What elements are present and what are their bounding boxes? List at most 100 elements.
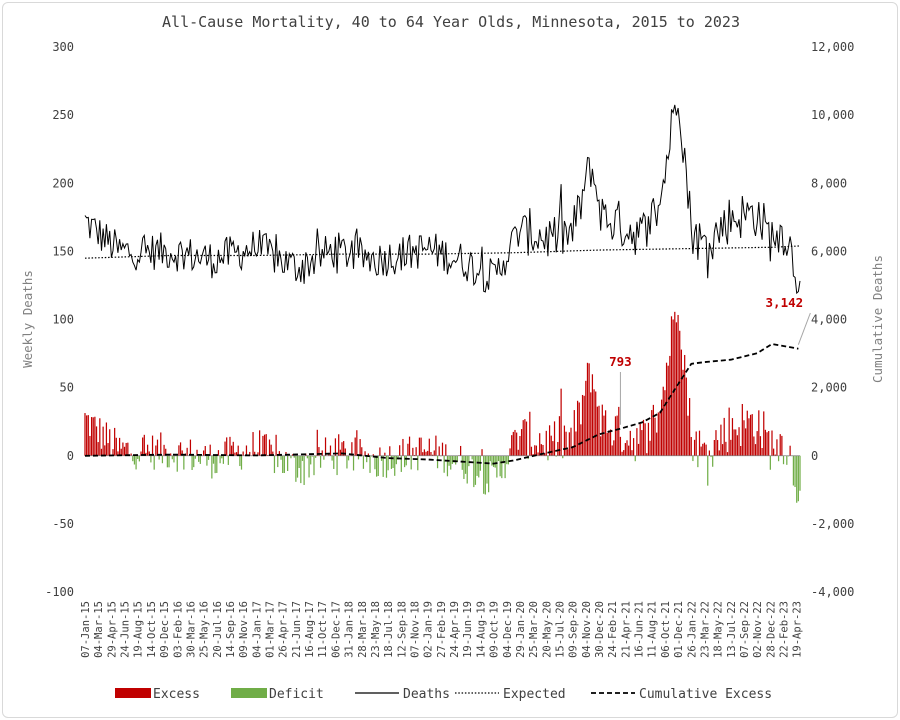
deficit-bar [504, 455, 506, 479]
excess-bar [632, 438, 635, 456]
deficit-bar [375, 455, 378, 477]
excess-bar [445, 444, 447, 456]
excess-bar [578, 402, 580, 456]
excess-bar [548, 425, 551, 456]
excess-bar [684, 354, 686, 456]
y-left-tick-label: 0 [67, 449, 74, 463]
excess-bar [262, 435, 264, 456]
legend-item: Cumulative Excess [591, 687, 772, 702]
x-tick-label: 20-Jul-16 [212, 601, 224, 658]
deficit-bar [301, 455, 304, 461]
excess-bar [263, 434, 266, 456]
excess-bar [343, 441, 345, 456]
excess-bar [764, 429, 767, 456]
deficit-bar [300, 455, 302, 484]
excess-bar [226, 437, 228, 456]
deficit-bar [786, 455, 788, 465]
excess-bar [675, 322, 678, 456]
deficit-bar [319, 455, 322, 468]
excess-bar [738, 427, 740, 456]
excess-bar [514, 429, 516, 456]
deficit-bar [138, 455, 140, 462]
excess-bar [265, 434, 267, 456]
excess-bar [621, 451, 623, 456]
excess-bar [639, 423, 641, 456]
excess-bar [641, 430, 643, 456]
deficit-bar [135, 455, 137, 470]
excess-bar [517, 449, 519, 456]
deficit-bar [547, 455, 549, 461]
deficit-bar [219, 455, 221, 464]
deficit-bar [769, 455, 771, 470]
excess-bar [565, 431, 567, 456]
excess-bar [748, 418, 750, 456]
deficit-bar [150, 455, 152, 463]
excess-bar [766, 432, 768, 456]
legend-label: Excess [153, 687, 200, 702]
deficit-bar [486, 455, 488, 484]
excess-bar [614, 416, 617, 456]
excess-bar [107, 443, 109, 456]
excess-bar [768, 431, 770, 456]
x-tick-label: 15-Jul-20 [555, 601, 567, 658]
x-tick-label: 19-Aug-15 [133, 601, 145, 658]
excess-bar [127, 442, 129, 456]
deficit-bar [403, 455, 406, 468]
excess-bar [94, 416, 96, 456]
deficit-bar [176, 455, 178, 472]
excess-bar [399, 445, 401, 456]
deficit-bar [347, 455, 350, 461]
excess-bar [122, 442, 124, 456]
excess-bar [92, 417, 94, 456]
deficit-bar [323, 455, 325, 460]
excess-bar [746, 410, 748, 456]
excess-bar [700, 446, 702, 456]
excess-bar [745, 428, 747, 456]
excess-bar [550, 435, 552, 456]
excess-bar [120, 448, 122, 456]
excess-bar [242, 451, 244, 456]
excess-bar [717, 440, 719, 456]
excess-bar [649, 440, 651, 456]
deficit-bar [369, 455, 371, 473]
x-tick-label: 14-Oct-15 [146, 601, 158, 658]
excess-bar [422, 452, 424, 456]
excess-bar [552, 441, 554, 456]
excess-bar [367, 453, 369, 456]
deficit-bar [216, 455, 218, 473]
excess-bar [703, 442, 706, 456]
deficit-bar [474, 455, 477, 485]
excess-bar [718, 450, 720, 456]
excess-bar [756, 431, 758, 456]
excess-bar [268, 439, 271, 456]
x-tick-label: 24-Feb-21 [607, 601, 619, 658]
x-tick-label: 04-Jan-17 [251, 601, 263, 658]
excess-bar [186, 447, 188, 456]
excess-bar [275, 434, 277, 456]
excess-bar [563, 425, 566, 456]
excess-bar [109, 429, 111, 456]
excess-bar [736, 435, 739, 456]
excess-bar [723, 417, 725, 456]
excess-bar [604, 410, 607, 456]
excess-bar [682, 369, 684, 456]
excess-bar [789, 445, 791, 456]
deficit-bar [484, 455, 486, 495]
excess-bar [140, 451, 142, 456]
deficit-bar [562, 455, 564, 459]
x-tick-label: 30-Mar-16 [185, 601, 197, 658]
excess-bar [596, 406, 598, 456]
deficit-bar [476, 455, 478, 476]
deaths-line [84, 104, 801, 295]
y-right-tick-label: 4,000 [811, 313, 847, 327]
excess-bar [568, 432, 570, 456]
legend-swatch [231, 688, 267, 698]
deficit-bar [311, 455, 313, 457]
legend-item: Expected [455, 687, 566, 702]
excess-bar [351, 442, 353, 456]
x-tick-label: 16-Aug-17 [304, 601, 316, 658]
annotation-label: 3,142 [766, 295, 804, 310]
excess-bar [689, 398, 691, 456]
excess-bar [702, 443, 704, 456]
deficit-bar [507, 455, 510, 465]
